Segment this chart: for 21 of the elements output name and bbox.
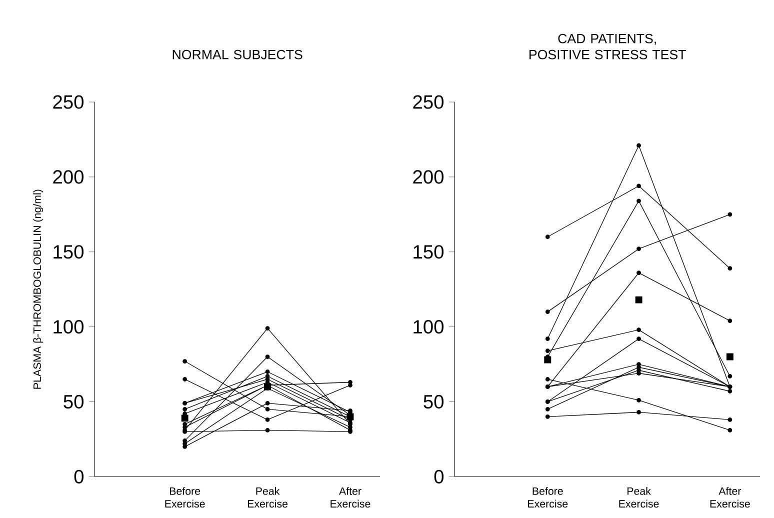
y-tick-label: 100 xyxy=(54,320,84,334)
y-tick-label: 0 xyxy=(74,470,84,484)
x-tick-label: Before Exercise xyxy=(165,487,205,508)
x-tick-label: After Exercise xyxy=(710,487,750,508)
chart-title: CAD PATIENTS, POSITIVE STRESS TEST xyxy=(530,34,686,60)
x-tick-label: Peak Exercise xyxy=(619,487,659,508)
chart-title: NORMAL SUBJECTS xyxy=(172,50,302,60)
x-tick-label: Peak Exercise xyxy=(248,487,288,508)
y-tick-label: 200 xyxy=(53,170,84,184)
y-tick-label: 150 xyxy=(54,245,84,259)
y-tick-label: 100 xyxy=(414,320,444,334)
y-tick-label: 250 xyxy=(53,95,84,109)
y-tick-label: 150 xyxy=(414,245,444,259)
x-tick-label: After Exercise xyxy=(330,487,370,508)
y-tick-label: 250 xyxy=(413,95,444,109)
y-tick-label: 50 xyxy=(424,394,444,409)
y-axis-title: PLASMA β-THROMBOGLOBULIN (ng/ml) xyxy=(33,190,44,389)
y-tick-label: 200 xyxy=(413,170,444,184)
y-tick-label: 0 xyxy=(434,470,444,484)
x-tick-label: Before Exercise xyxy=(528,487,568,508)
y-tick-label: 50 xyxy=(64,394,84,409)
